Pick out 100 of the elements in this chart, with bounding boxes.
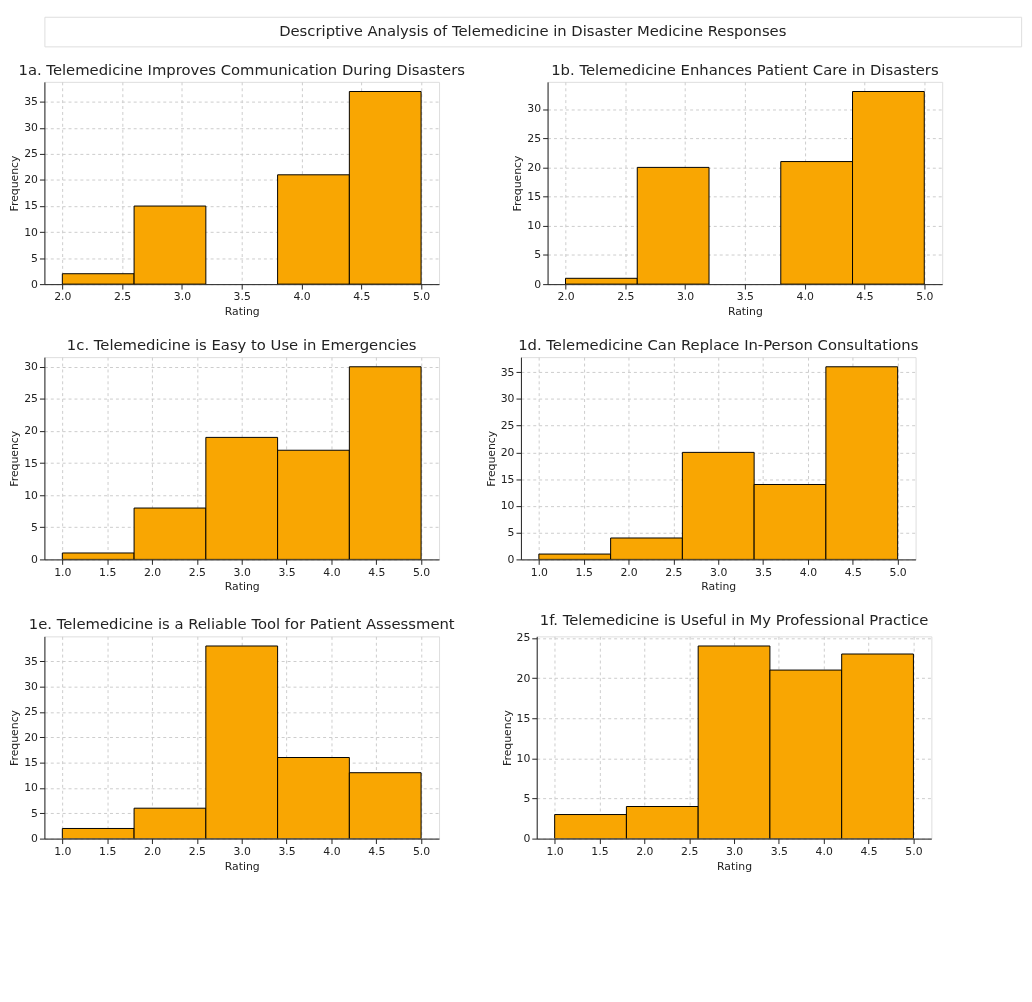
- x-tick-label: 5.0: [412, 290, 431, 304]
- x-tick-label: 3.0: [233, 565, 251, 579]
- y-tick-label: 0: [523, 832, 531, 846]
- y-tick-label: 15: [24, 756, 38, 770]
- y-tick-label: 25: [24, 147, 38, 161]
- x-tick-label: 2.5: [665, 565, 683, 579]
- y-axis-title: Frequency: [511, 154, 525, 212]
- y-tick-label: 0: [534, 277, 542, 291]
- x-tick-label: 4.5: [860, 844, 878, 858]
- x-tick-label: 1.5: [99, 565, 117, 579]
- x-tick-label: 5.0: [412, 844, 431, 858]
- x-tick-label: 4.0: [293, 290, 311, 304]
- chart-title: 1c. Telemedicine is Easy to Use in Emergencies: [66, 336, 417, 354]
- y-tick-label: 15: [527, 190, 542, 204]
- x-tick-label: 3.0: [233, 844, 251, 858]
- y-tick-label: 20: [24, 173, 39, 187]
- y-tick-label: 10: [527, 219, 542, 233]
- y-tick-label: 25: [500, 419, 515, 433]
- y-axis-title: Frequency: [8, 154, 22, 212]
- x-tick-label: 2.0: [620, 565, 638, 579]
- x-axis-title: Rating: [224, 859, 260, 873]
- x-axis-title: Rating: [701, 580, 737, 594]
- x-tick-label: 4.0: [815, 844, 833, 858]
- y-axis-title: Frequency: [8, 709, 22, 766]
- y-tick-label: 20: [500, 445, 515, 459]
- x-tick-label: 5.0: [905, 844, 923, 858]
- x-tick-label: 4.5: [844, 565, 862, 579]
- y-tick-label: 0: [507, 552, 515, 566]
- y-tick-label: 10: [24, 488, 39, 502]
- y-tick-label: 0: [31, 552, 39, 566]
- y-tick-label: 25: [527, 131, 542, 145]
- y-tick-label: 10: [24, 781, 39, 795]
- y-tick-label: 15: [24, 456, 38, 470]
- x-axis-title: Rating: [727, 305, 763, 319]
- x-tick-label: 3.5: [754, 565, 773, 579]
- x-tick-label: 2.0: [54, 290, 72, 304]
- y-tick-label: 5: [31, 520, 38, 534]
- x-tick-label: 3.0: [710, 565, 728, 579]
- y-tick-label: 10: [24, 225, 39, 239]
- x-tick-label: 2.5: [617, 290, 635, 304]
- x-tick-label: 1.5: [591, 844, 609, 858]
- x-tick-label: 5.0: [916, 290, 934, 304]
- x-tick-label: 2.5: [114, 290, 132, 304]
- chart-title: 1e. Telemedicine is a Reliable Tool for Patient Assessment: [28, 615, 455, 633]
- y-tick-label: 25: [24, 705, 38, 719]
- x-tick-label: 4.5: [353, 290, 371, 304]
- x-tick-label: 4.0: [799, 565, 818, 579]
- y-tick-label: 5: [31, 806, 38, 820]
- y-tick-label: 20: [527, 160, 542, 174]
- y-tick-label: 20: [516, 671, 531, 685]
- x-tick-label: 2.0: [143, 844, 162, 858]
- y-tick-label: 5: [534, 248, 542, 262]
- x-tick-label: 2.0: [557, 290, 575, 304]
- y-axis-title: Frequency: [484, 430, 498, 487]
- y-tick-label: 35: [500, 365, 515, 379]
- x-tick-label: 2.5: [681, 844, 699, 858]
- x-tick-label: 1.0: [546, 844, 564, 858]
- y-axis-title: Frequency: [500, 709, 514, 766]
- x-tick-label: 4.5: [368, 844, 386, 858]
- y-tick-label: 30: [24, 121, 39, 135]
- x-tick-label: 3.5: [736, 290, 755, 304]
- y-tick-label: 15: [24, 199, 38, 213]
- y-tick-label: 5: [523, 791, 531, 805]
- x-tick-label: 5.0: [412, 565, 431, 579]
- y-tick-label: 15: [500, 472, 515, 486]
- x-tick-label: 4.5: [856, 290, 874, 304]
- x-tick-label: 3.0: [725, 844, 744, 858]
- y-axis-title: Frequency: [8, 430, 22, 487]
- y-tick-label: 5: [31, 251, 38, 265]
- y-tick-label: 5: [507, 526, 515, 540]
- y-tick-label: 15: [516, 711, 531, 725]
- x-tick-label: 4.0: [323, 844, 341, 858]
- text: Descriptive Analysis of Telemedicine in Disaster Medicine Responses: [279, 22, 787, 40]
- y-tick-label: 30: [527, 102, 542, 116]
- chart-title: 1b. Telemedicine Enhances Patient Care in Disasters: [551, 60, 939, 78]
- x-tick-label: 1.0: [54, 844, 72, 858]
- x-tick-label: 2.5: [188, 565, 206, 579]
- chart-title: 1d. Telemedicine Can Replace In-Person Consultations: [518, 336, 919, 354]
- x-tick-label: 2.5: [188, 844, 206, 858]
- y-tick-label: 25: [516, 631, 531, 645]
- x-tick-label: 4.0: [796, 290, 814, 304]
- x-axis-title: Rating: [717, 859, 753, 873]
- y-tick-label: 35: [24, 654, 38, 668]
- x-tick-label: 4.0: [323, 565, 341, 579]
- x-tick-label: 1.5: [575, 565, 593, 579]
- x-tick-label: 4.5: [368, 565, 386, 579]
- y-tick-label: 30: [500, 392, 515, 406]
- x-axis-title: Rating: [224, 580, 260, 594]
- y-tick-label: 20: [24, 730, 39, 744]
- x-tick-label: 3.5: [233, 290, 251, 304]
- x-tick-label: 5.0: [889, 565, 907, 579]
- y-tick-label: 30: [24, 360, 39, 374]
- x-tick-label: 3.5: [770, 844, 789, 858]
- y-tick-label: 25: [24, 392, 38, 406]
- x-tick-label: 1.5: [99, 844, 117, 858]
- chart-title: 1a. Telemedicine Improves Communication During Disasters: [18, 60, 465, 78]
- chart-title: 1f. Telemedicine is Useful in My Professional Practice: [539, 611, 929, 629]
- y-tick-label: 20: [24, 424, 39, 438]
- x-tick-label: 3.0: [173, 290, 192, 304]
- x-tick-label: 1.0: [54, 565, 72, 579]
